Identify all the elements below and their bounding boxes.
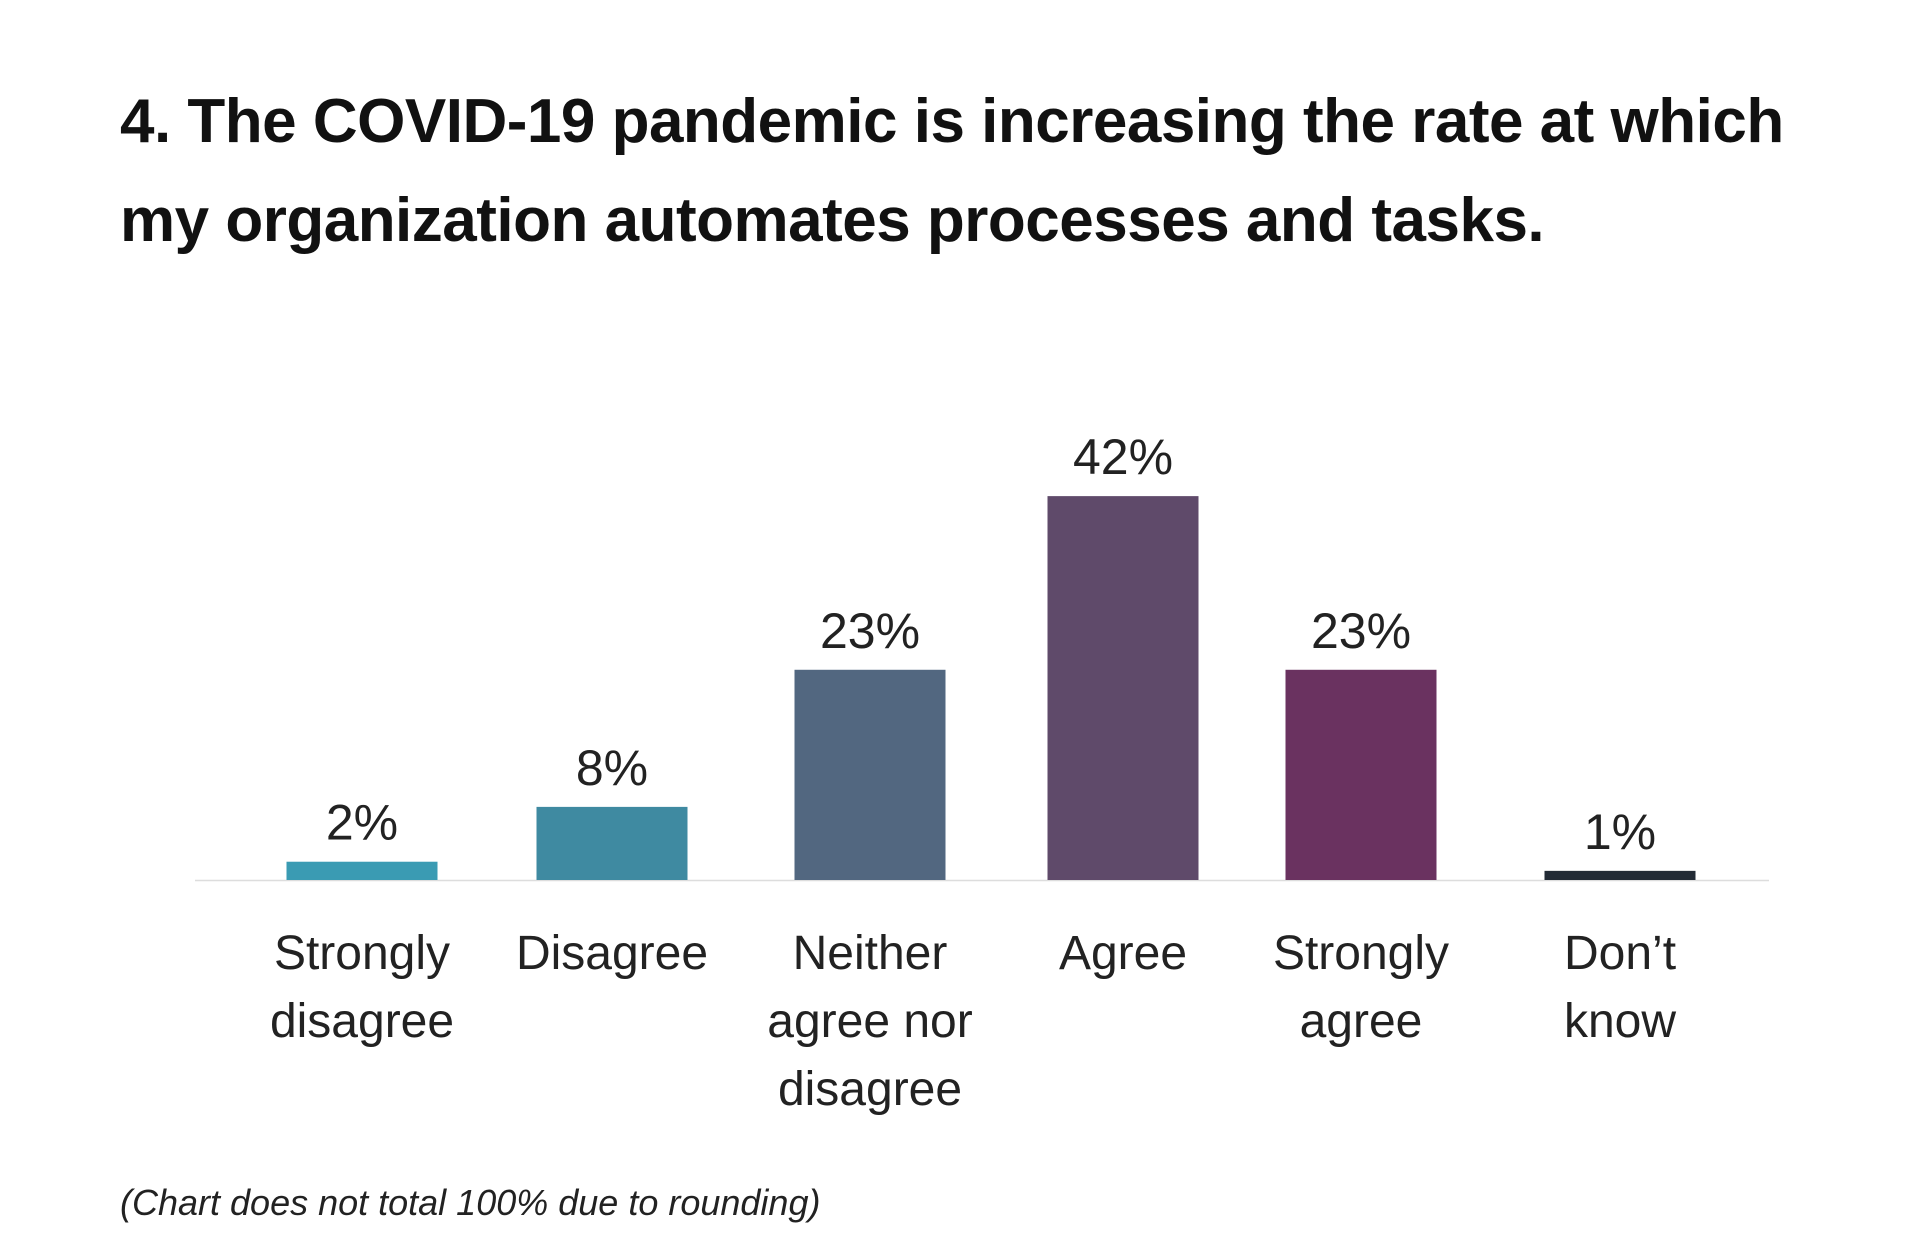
bar xyxy=(1285,669,1437,880)
bar xyxy=(1544,870,1696,880)
x-tick-label: Disagree xyxy=(515,927,709,980)
data-label: 42% xyxy=(1073,429,1173,485)
bar xyxy=(286,861,438,880)
data-label: 8% xyxy=(576,740,648,796)
x-tick-label: Don’t know xyxy=(1563,927,1677,1048)
data-label: 2% xyxy=(326,795,398,851)
x-tick-label: Strongly disagree xyxy=(269,927,455,1048)
chart-title: 4. The COVID-19 pandemic is increasing t… xyxy=(120,87,1784,255)
bar xyxy=(536,806,688,880)
bar xyxy=(794,669,946,880)
data-label: 1% xyxy=(1584,804,1656,860)
footnote: (Chart does not total 100% due to roundi… xyxy=(120,1182,821,1223)
data-label: 23% xyxy=(820,603,920,659)
x-tick-label: Neither agree nor disagree xyxy=(767,927,973,1116)
bar xyxy=(1047,496,1199,880)
data-label: 23% xyxy=(1311,603,1411,659)
x-tick-label: Agree xyxy=(1058,927,1188,980)
x-tick-label: Strongly agree xyxy=(1272,927,1450,1048)
